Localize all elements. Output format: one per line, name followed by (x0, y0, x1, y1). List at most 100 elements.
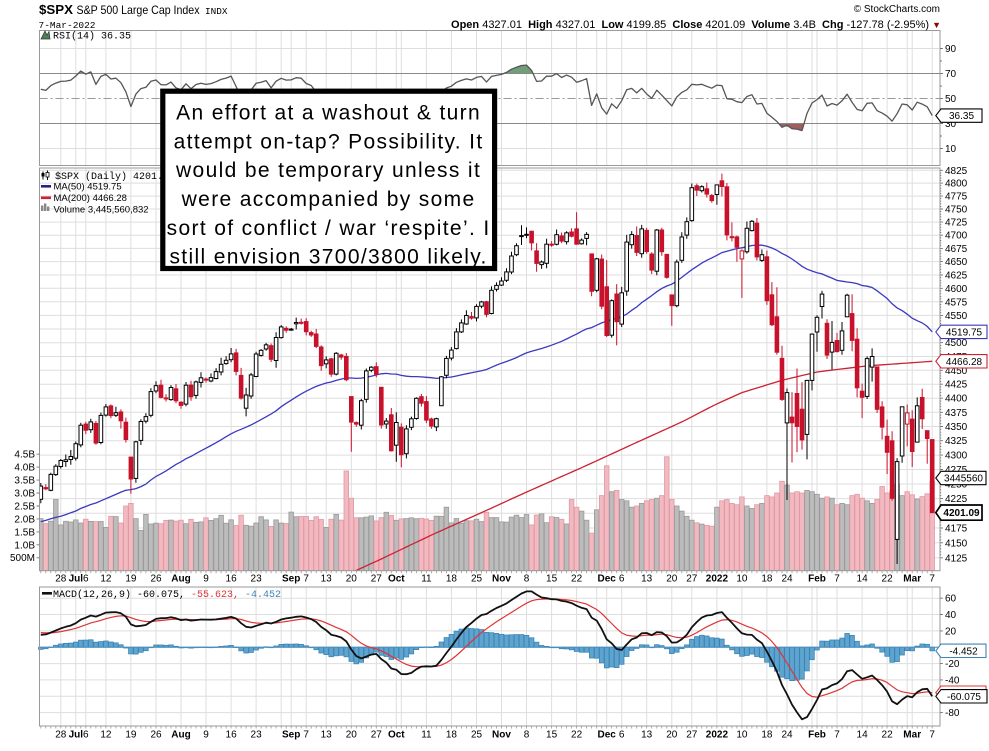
svg-text:18: 18 (761, 730, 773, 741)
svg-text:4800: 4800 (945, 179, 968, 190)
svg-text:19: 19 (125, 574, 137, 585)
svg-text:Oct: Oct (388, 730, 405, 741)
svg-text:11: 11 (421, 730, 432, 741)
svg-text:7: 7 (929, 730, 935, 741)
svg-text:27: 27 (371, 574, 383, 585)
svg-text:still envision 3700/3800 likel: still envision 3700/3800 likely. (169, 246, 487, 269)
svg-text:RSI(14) 36.35: RSI(14) 36.35 (53, 31, 131, 43)
svg-text:8: 8 (524, 574, 530, 585)
svg-text:27: 27 (686, 730, 698, 741)
svg-text:4150: 4150 (945, 538, 968, 549)
svg-text:20: 20 (945, 626, 957, 637)
svg-text:20: 20 (346, 730, 358, 741)
svg-text:4300: 4300 (945, 451, 968, 462)
svg-text:Aug: Aug (171, 574, 190, 585)
svg-text:14: 14 (857, 574, 869, 585)
svg-text:4375: 4375 (945, 408, 968, 419)
svg-text:4700: 4700 (945, 231, 968, 242)
svg-text:13: 13 (321, 574, 333, 585)
svg-text:$SPX (Daily) 4201.09: $SPX (Daily) 4201.09 (55, 171, 175, 183)
svg-text:7-Mar-2022: 7-Mar-2022 (39, 20, 96, 31)
svg-text:18: 18 (446, 574, 458, 585)
svg-text:60: 60 (945, 594, 957, 605)
svg-text:MA(200) 4466.28: MA(200) 4466.28 (54, 193, 127, 204)
svg-text:4650: 4650 (945, 257, 968, 268)
svg-text:26: 26 (150, 574, 162, 585)
svg-text:Jul: Jul (69, 574, 84, 585)
svg-text:3.0B: 3.0B (14, 489, 35, 500)
svg-text:Jul: Jul (69, 730, 84, 741)
svg-text:27: 27 (371, 730, 383, 741)
svg-text:15: 15 (546, 730, 558, 741)
svg-text:4466.28: 4466.28 (946, 357, 983, 368)
svg-text:36.35: 36.35 (949, 111, 974, 122)
svg-text:4519.75: 4519.75 (946, 327, 983, 338)
svg-text:6: 6 (83, 574, 89, 585)
svg-text:-40: -40 (945, 675, 960, 686)
svg-text:22: 22 (882, 730, 894, 741)
svg-text:24: 24 (781, 730, 793, 741)
svg-text:MACD(12,26,9) -60.075, -55.623: MACD(12,26,9) -60.075, -55.623, -4.452 (53, 589, 281, 601)
svg-text:-80: -80 (945, 708, 960, 719)
svg-text:30: 30 (945, 119, 957, 130)
svg-text:18: 18 (446, 730, 458, 741)
svg-text:4625: 4625 (945, 271, 968, 282)
svg-text:11: 11 (421, 574, 432, 585)
svg-text:4201.09: 4201.09 (943, 508, 980, 519)
svg-text:-4.452: -4.452 (949, 646, 978, 657)
svg-text:would be temporary unless it: would be temporary unless it (175, 159, 481, 182)
svg-text:50: 50 (945, 94, 957, 105)
svg-text:4425: 4425 (945, 380, 968, 391)
svg-text:23: 23 (251, 730, 263, 741)
svg-text:-60.075: -60.075 (947, 692, 981, 703)
svg-text:4125: 4125 (945, 553, 968, 564)
svg-text:9: 9 (203, 730, 209, 741)
svg-text:6: 6 (619, 730, 625, 741)
svg-text:4675: 4675 (945, 244, 968, 255)
svg-text:4575: 4575 (945, 297, 968, 308)
svg-text:20: 20 (666, 730, 678, 741)
svg-text:An effort at a washout & turn: An effort at a washout & turn (176, 102, 481, 125)
svg-text:Feb: Feb (808, 730, 826, 741)
svg-text:28: 28 (55, 574, 67, 585)
svg-text:Mar: Mar (903, 730, 921, 741)
svg-text:4225: 4225 (945, 494, 968, 505)
svg-text:2.0B: 2.0B (14, 514, 35, 525)
svg-text:6: 6 (83, 730, 89, 741)
svg-text:7: 7 (303, 574, 309, 585)
svg-text:MA(50) 4519.75: MA(50) 4519.75 (54, 182, 122, 193)
svg-text:2022: 2022 (706, 574, 729, 585)
svg-text:Open 4327.01 High 4327.01 Lo: Open 4327.01 High 4327.01 Low 4199.85 Cl… (451, 19, 941, 31)
svg-text:7: 7 (929, 574, 935, 585)
svg-text:90: 90 (945, 44, 957, 55)
svg-text:1.0B: 1.0B (14, 540, 35, 551)
svg-text:13: 13 (321, 730, 333, 741)
svg-text:4600: 4600 (945, 284, 968, 295)
svg-text:70: 70 (945, 69, 957, 80)
svg-text:4775: 4775 (945, 192, 968, 203)
svg-text:14: 14 (857, 730, 869, 741)
svg-text:8: 8 (524, 730, 530, 741)
svg-text:4450: 4450 (945, 366, 968, 377)
svg-text:13: 13 (641, 574, 653, 585)
svg-text:$SPX: $SPX (39, 2, 73, 17)
svg-text:Nov: Nov (492, 730, 511, 741)
svg-text:10: 10 (736, 574, 748, 585)
svg-text:1.5B: 1.5B (14, 527, 35, 538)
svg-text:were accompanied by some: were accompanied by some (181, 188, 476, 211)
svg-text:Mar: Mar (903, 574, 921, 585)
svg-text:4.5B: 4.5B (14, 450, 35, 461)
svg-text:S&P 500 Large Cap Index: S&P 500 Large Cap Index (77, 3, 200, 17)
svg-text:© StockCharts.com: © StockCharts.com (854, 4, 940, 15)
svg-text:9: 9 (203, 574, 209, 585)
svg-text:15: 15 (546, 574, 558, 585)
svg-text:Dec: Dec (598, 730, 617, 741)
svg-text:23: 23 (251, 574, 263, 585)
svg-text:10: 10 (736, 730, 748, 741)
svg-text:22: 22 (571, 574, 583, 585)
svg-text:26: 26 (150, 730, 162, 741)
svg-text:Oct: Oct (388, 574, 405, 585)
svg-text:4750: 4750 (945, 205, 968, 216)
svg-text:12: 12 (100, 574, 112, 585)
svg-text:Nov: Nov (492, 574, 511, 585)
